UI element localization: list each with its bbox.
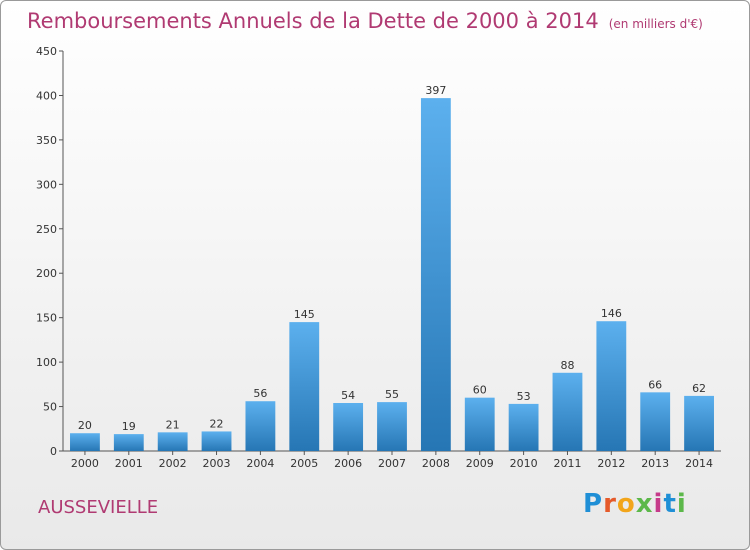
x-tick-label-2008: 2008 <box>422 457 450 470</box>
bar-2002 <box>157 432 188 451</box>
bars: 20 19 21 22 56 145 54 55 397 60 53 88 146 66 62 <box>70 84 714 451</box>
x-tick-label-2014: 2014 <box>685 457 713 470</box>
y-tick-label: 200 <box>36 267 57 280</box>
bar-2012 <box>596 321 627 451</box>
bar-2007 <box>377 402 407 451</box>
bar-2006 <box>333 403 364 451</box>
x-tick-label-2000: 2000 <box>71 457 99 470</box>
x-tick-label-2009: 2009 <box>466 457 494 470</box>
bar-2001 <box>113 434 144 451</box>
y-tick-label: 150 <box>36 312 57 325</box>
chart-title-text: Remboursements Annuels de la Dette de 20… <box>27 9 599 33</box>
x-tick-label-2010: 2010 <box>510 457 538 470</box>
y-tick-label: 450 <box>36 45 57 58</box>
x-tick-label-2002: 2002 <box>159 457 187 470</box>
value-label-2013: 66 <box>648 378 662 391</box>
proxiti-logo: Proxiti <box>583 489 687 519</box>
commune-name: AUSSEVIELLE <box>38 497 159 518</box>
x-tick-label-2001: 2001 <box>115 457 143 470</box>
x-tick-label-2011: 2011 <box>553 457 581 470</box>
x-tick-label-2005: 2005 <box>290 457 318 470</box>
value-label-2005: 145 <box>294 308 315 321</box>
x-tick-label-2012: 2012 <box>597 457 625 470</box>
bar-2010 <box>508 403 539 451</box>
value-label-2009: 60 <box>473 384 487 397</box>
chart-unit: (en milliers d'€) <box>608 17 703 31</box>
bar-2013 <box>640 392 671 451</box>
bar-2008 <box>420 98 451 451</box>
value-label-2010: 53 <box>517 390 531 403</box>
bar-2003 <box>201 431 232 451</box>
x-tick-label-2007: 2007 <box>378 457 406 470</box>
x-tick-label-2013: 2013 <box>641 457 669 470</box>
value-label-2012: 146 <box>601 307 622 320</box>
x-tick-label-2003: 2003 <box>203 457 231 470</box>
value-label-2014: 62 <box>692 382 706 395</box>
value-label-2004: 56 <box>253 387 267 400</box>
bar-2005 <box>289 322 320 451</box>
value-label-2001: 19 <box>122 420 136 433</box>
value-label-2003: 22 <box>210 417 224 430</box>
value-label-2006: 54 <box>341 389 355 402</box>
value-label-2002: 21 <box>166 418 180 431</box>
y-tick-label: 300 <box>36 178 57 191</box>
x-tick-label-2006: 2006 <box>334 457 362 470</box>
bar-2000 <box>70 433 100 451</box>
y-tick-label: 400 <box>36 89 57 102</box>
value-label-2011: 88 <box>560 359 574 372</box>
y-tick-label: 350 <box>36 134 57 147</box>
chart-title: Remboursements Annuels de la Dette de 20… <box>27 9 703 33</box>
bar-2004 <box>245 401 276 451</box>
y-tick-label: 0 <box>50 445 57 458</box>
x-tick-label-2004: 2004 <box>246 457 274 470</box>
y-tick-label: 50 <box>43 401 57 414</box>
value-label-2008: 397 <box>425 84 446 97</box>
value-label-2000: 20 <box>78 419 92 432</box>
bar-2014 <box>684 395 714 451</box>
bar-2009 <box>464 397 495 451</box>
y-tick-label: 250 <box>36 223 57 236</box>
axes: 0 50 100 150 200 250 300 350 400 450 2000 2001 2002 2… <box>36 45 721 470</box>
value-label-2007: 55 <box>385 388 399 401</box>
y-tick-label: 100 <box>36 356 57 369</box>
bar-2011 <box>552 372 583 451</box>
